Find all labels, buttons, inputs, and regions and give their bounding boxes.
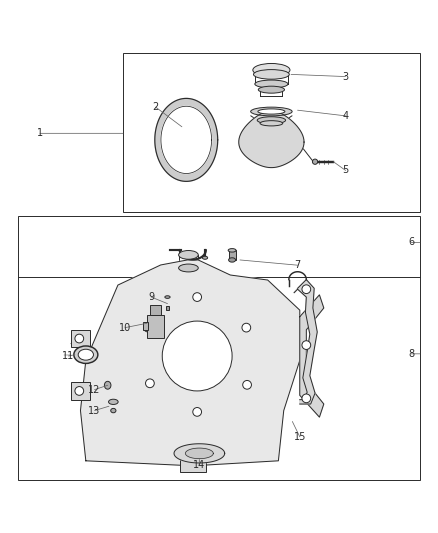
Polygon shape xyxy=(174,444,225,463)
Circle shape xyxy=(242,323,251,332)
Ellipse shape xyxy=(111,408,116,413)
Circle shape xyxy=(145,379,154,387)
Ellipse shape xyxy=(258,109,285,114)
Circle shape xyxy=(75,386,84,395)
Text: 13: 13 xyxy=(88,406,101,416)
Text: 15: 15 xyxy=(293,432,306,442)
Ellipse shape xyxy=(228,248,236,252)
Ellipse shape xyxy=(255,80,288,88)
Polygon shape xyxy=(155,99,218,181)
Ellipse shape xyxy=(202,256,208,259)
Text: 3: 3 xyxy=(343,71,349,82)
Text: 4: 4 xyxy=(343,111,349,121)
Ellipse shape xyxy=(312,159,318,164)
Circle shape xyxy=(162,321,232,391)
Ellipse shape xyxy=(258,86,285,93)
Ellipse shape xyxy=(104,381,111,389)
Ellipse shape xyxy=(260,120,283,126)
Circle shape xyxy=(243,381,251,389)
Bar xyxy=(71,330,90,348)
Bar xyxy=(143,322,148,330)
Text: 9: 9 xyxy=(148,292,154,302)
Circle shape xyxy=(302,285,311,294)
Ellipse shape xyxy=(78,349,93,360)
Circle shape xyxy=(302,341,311,350)
Text: 11: 11 xyxy=(62,351,74,361)
Bar xyxy=(147,315,163,338)
Text: 7: 7 xyxy=(294,260,301,270)
Polygon shape xyxy=(239,111,304,167)
Text: 6: 6 xyxy=(408,238,414,247)
Bar xyxy=(123,53,420,212)
Circle shape xyxy=(193,408,201,416)
Ellipse shape xyxy=(74,346,98,364)
Polygon shape xyxy=(81,260,300,466)
Ellipse shape xyxy=(229,258,236,262)
Bar xyxy=(150,305,161,315)
Bar xyxy=(229,251,236,260)
Text: 12: 12 xyxy=(88,385,101,394)
Ellipse shape xyxy=(257,117,286,124)
Circle shape xyxy=(144,323,152,332)
Circle shape xyxy=(75,334,84,343)
Text: 5: 5 xyxy=(343,165,349,175)
Ellipse shape xyxy=(253,63,290,77)
Bar xyxy=(166,306,169,310)
Polygon shape xyxy=(185,448,213,459)
Ellipse shape xyxy=(109,399,118,405)
Polygon shape xyxy=(300,295,324,417)
Bar xyxy=(71,382,90,400)
Text: 8: 8 xyxy=(408,349,414,359)
Ellipse shape xyxy=(179,264,198,272)
Text: 2: 2 xyxy=(152,102,159,112)
Ellipse shape xyxy=(179,251,198,259)
Polygon shape xyxy=(161,106,212,174)
Circle shape xyxy=(302,394,311,403)
Polygon shape xyxy=(294,280,317,404)
Text: 14: 14 xyxy=(193,460,205,470)
Text: 1: 1 xyxy=(37,128,43,139)
Ellipse shape xyxy=(165,296,170,298)
Bar xyxy=(18,216,420,480)
Ellipse shape xyxy=(254,70,289,79)
Ellipse shape xyxy=(251,107,292,116)
Circle shape xyxy=(193,293,201,302)
Bar xyxy=(180,458,206,472)
Text: 10: 10 xyxy=(119,322,131,333)
